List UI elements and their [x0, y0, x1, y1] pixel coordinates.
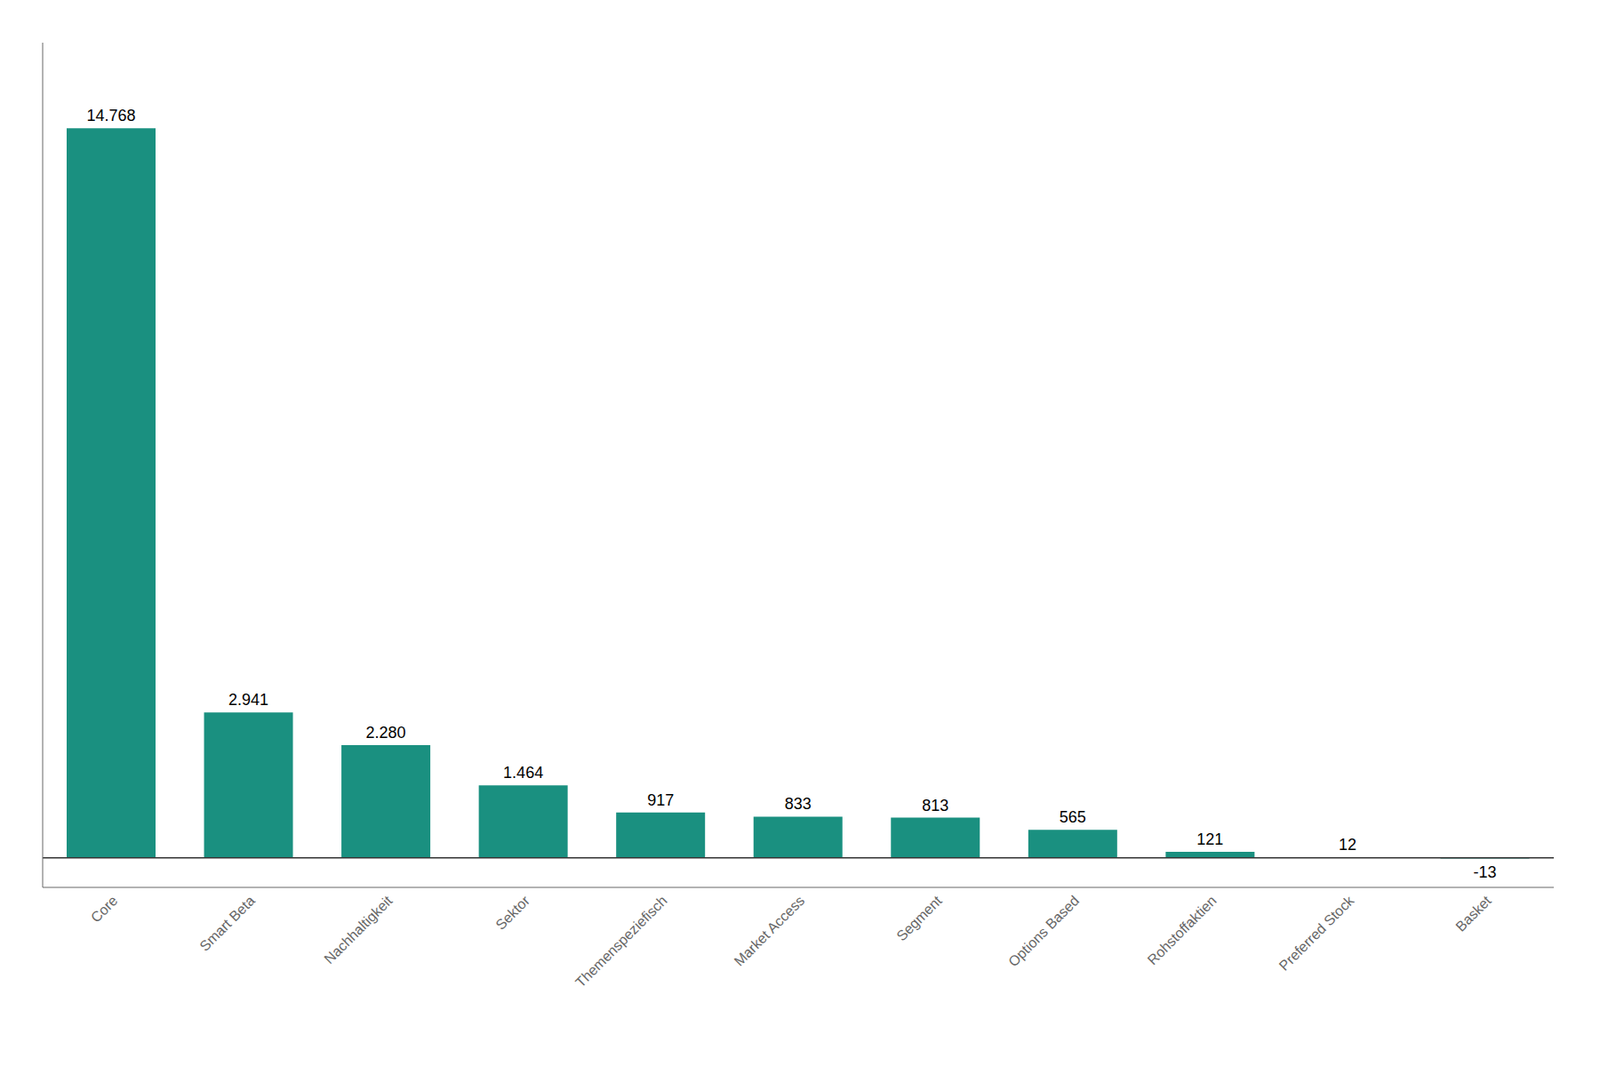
svg-text:-13: -13 [1472, 863, 1496, 881]
svg-text:2.941: 2.941 [228, 690, 269, 709]
svg-text:14.768: 14.768 [86, 106, 136, 125]
svg-text:Preferred Stock: Preferred Stock [1276, 891, 1358, 973]
svg-text:Sektor: Sektor [492, 892, 533, 933]
svg-text:Basket: Basket [1452, 892, 1495, 935]
svg-text:12: 12 [1338, 835, 1357, 854]
svg-text:2.280: 2.280 [366, 723, 407, 742]
svg-text:Options Based: Options Based [1005, 892, 1082, 969]
svg-text:1.464: 1.464 [503, 763, 544, 782]
svg-text:Nachhaltigkeit: Nachhaltigkeit [320, 892, 395, 967]
svg-text:Smart Beta: Smart Beta [196, 892, 258, 954]
svg-text:Themenspeziefisch: Themenspeziefisch [572, 892, 670, 990]
svg-text:833: 833 [784, 794, 812, 813]
svg-text:813: 813 [921, 796, 949, 815]
svg-text:121: 121 [1196, 830, 1224, 848]
svg-text:Core: Core [88, 892, 121, 926]
svg-text:917: 917 [647, 791, 674, 809]
svg-text:Segment: Segment [893, 892, 945, 944]
svg-text:Rohstoffaktien: Rohstoffaktien [1144, 892, 1220, 968]
svg-text:565: 565 [1059, 808, 1087, 826]
svg-text:Market Access: Market Access [731, 892, 808, 969]
